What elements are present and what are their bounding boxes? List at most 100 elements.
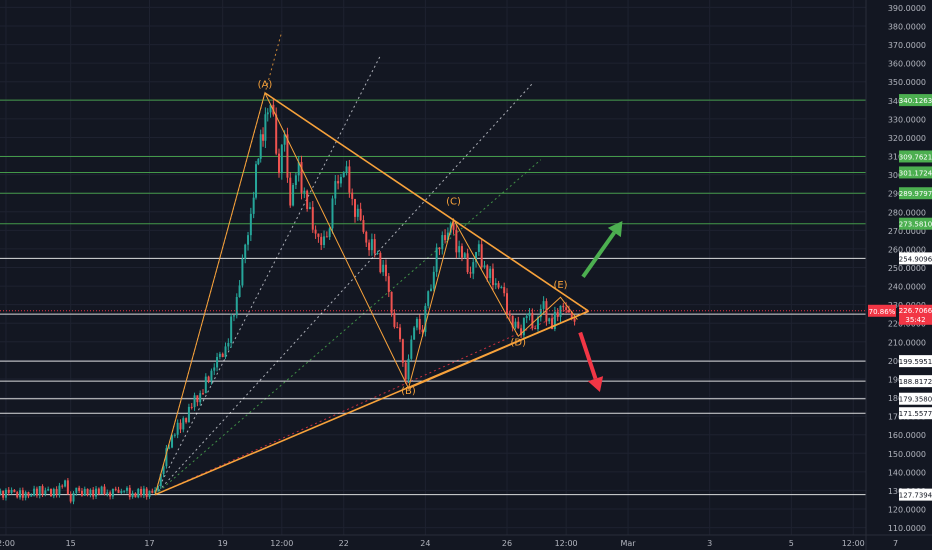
candle-body bbox=[475, 251, 478, 263]
candle-body bbox=[300, 162, 303, 193]
arrow-head bbox=[587, 376, 604, 392]
candle-body bbox=[210, 370, 213, 381]
price-tick-label: 330.0000 bbox=[888, 115, 926, 124]
change-tag-label: 70.86% bbox=[869, 308, 896, 316]
level-tag-label: 340.1263 bbox=[899, 97, 932, 105]
change-tag-bg bbox=[868, 304, 896, 317]
candle-body bbox=[128, 487, 131, 497]
candle-body bbox=[249, 213, 252, 236]
candle-body bbox=[351, 192, 354, 200]
candle-body bbox=[370, 239, 373, 251]
price-tick-label: 150.0000 bbox=[888, 450, 926, 459]
candle-body bbox=[551, 318, 554, 330]
candle-body bbox=[455, 229, 458, 253]
candle-body bbox=[266, 112, 269, 115]
arrow-shaft bbox=[581, 231, 616, 278]
candle-body bbox=[151, 490, 154, 493]
time-axis-panel[interactable] bbox=[0, 535, 932, 550]
time-tick-label: 19 bbox=[218, 539, 228, 548]
candle-body bbox=[111, 488, 114, 497]
time-tick-label: 3 bbox=[707, 539, 712, 548]
time-axis-ticks: 2:00 15 17 19 12:00 22 24 26 12:00 Mar 3 5 12:00 7 bbox=[0, 539, 898, 548]
level-tag-label: 273.5810 bbox=[899, 221, 932, 229]
candle-body bbox=[438, 247, 441, 250]
level-tag-label: 199.5951 bbox=[899, 358, 932, 366]
candle-body bbox=[435, 247, 438, 272]
candle-body bbox=[390, 291, 393, 313]
level-tag-label: 127.7394 bbox=[899, 492, 932, 500]
level-tag-bg bbox=[899, 150, 932, 163]
candle-body bbox=[162, 466, 165, 475]
candle-body bbox=[339, 177, 342, 184]
level-tag-bg bbox=[899, 166, 932, 179]
candle-body bbox=[173, 434, 176, 436]
candle-body bbox=[356, 208, 359, 217]
candle-body bbox=[21, 490, 24, 498]
price-tick-label: 210.0000 bbox=[888, 338, 926, 347]
candle-body bbox=[41, 486, 44, 495]
candle-body bbox=[259, 134, 262, 159]
candle-body bbox=[2, 490, 5, 498]
candle-body bbox=[328, 228, 331, 238]
price-tick-label: 260.0000 bbox=[888, 245, 926, 254]
price-tick-label: 320.0000 bbox=[888, 134, 926, 143]
candle-body bbox=[207, 376, 210, 381]
level-tag-bg bbox=[899, 375, 932, 388]
candle-body bbox=[458, 246, 461, 253]
candle-body bbox=[517, 321, 520, 329]
level-tag-label: 254.9096 bbox=[899, 255, 932, 263]
candle-body bbox=[168, 447, 171, 449]
candle-body bbox=[466, 253, 469, 273]
candle-body bbox=[311, 207, 314, 230]
level-tag-bg bbox=[899, 392, 932, 405]
candle-body bbox=[514, 321, 517, 328]
candle-body bbox=[0, 490, 2, 495]
candle-body bbox=[120, 490, 123, 493]
candle-body bbox=[486, 265, 489, 278]
candle-body bbox=[125, 487, 128, 491]
candle-body bbox=[257, 158, 260, 165]
candle-body bbox=[142, 488, 145, 496]
candle-body bbox=[503, 287, 506, 294]
candle-body bbox=[365, 231, 368, 243]
price-tick-label: 110.0000 bbox=[888, 524, 926, 533]
fan-line bbox=[154, 159, 542, 496]
candle-body bbox=[469, 272, 472, 274]
candle-body bbox=[528, 312, 531, 317]
candle-body bbox=[292, 185, 295, 206]
level-tag-bg bbox=[899, 407, 932, 420]
level-tag-bg bbox=[899, 187, 932, 200]
candle-body bbox=[134, 493, 137, 498]
candle-body bbox=[384, 264, 387, 277]
candle-body bbox=[556, 311, 559, 317]
price-tick-label: 380.0000 bbox=[888, 23, 926, 32]
candle-body bbox=[7, 489, 10, 493]
candle-body bbox=[52, 488, 55, 497]
candle-body bbox=[553, 311, 556, 330]
candle-body bbox=[224, 346, 227, 358]
price-tick-label: 280.0000 bbox=[888, 208, 926, 217]
time-tick-label: 12:00 bbox=[270, 539, 293, 548]
candle-body bbox=[565, 307, 568, 310]
level-tag-bg bbox=[899, 355, 932, 368]
price-axis-panel[interactable] bbox=[866, 0, 932, 550]
candle-body bbox=[506, 293, 509, 314]
level-tag-label: 309.7621 bbox=[899, 153, 932, 161]
triangle-boundary bbox=[408, 310, 589, 389]
candle-body bbox=[463, 253, 466, 258]
candle-body bbox=[49, 489, 52, 497]
candle-body bbox=[247, 235, 250, 245]
candle-body bbox=[399, 327, 402, 340]
candle-body bbox=[525, 316, 528, 318]
candle-body bbox=[165, 448, 168, 467]
candle-body bbox=[345, 166, 348, 173]
candle-body bbox=[13, 489, 16, 493]
candle-body bbox=[297, 162, 300, 176]
level-tag-label: 289.9797 bbox=[899, 190, 932, 198]
wave-label: (D) bbox=[511, 338, 527, 349]
candle-body bbox=[19, 490, 22, 498]
candle-body bbox=[359, 208, 362, 221]
candle-body bbox=[269, 104, 272, 113]
